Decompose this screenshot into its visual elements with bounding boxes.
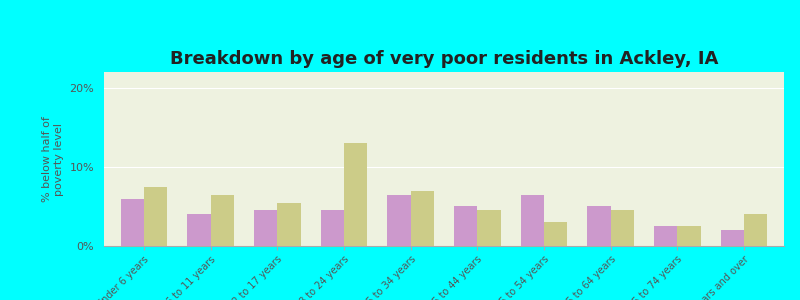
Bar	[187, 214, 210, 246]
Bar	[454, 206, 478, 246]
Bar	[210, 195, 234, 246]
Bar	[278, 202, 301, 246]
Bar	[521, 195, 544, 246]
Bar	[587, 206, 610, 246]
Y-axis label: % below half of
poverty level: % below half of poverty level	[42, 116, 64, 202]
Bar	[678, 226, 701, 246]
Bar	[744, 214, 767, 246]
Bar	[721, 230, 744, 246]
Bar	[544, 222, 567, 246]
Bar	[144, 187, 167, 246]
Bar	[387, 195, 410, 246]
Bar	[254, 210, 278, 246]
Bar	[654, 226, 678, 246]
Bar	[478, 210, 501, 246]
Bar	[610, 210, 634, 246]
Bar	[321, 210, 344, 246]
Bar	[344, 143, 367, 246]
Bar	[410, 190, 434, 246]
Bar	[121, 199, 144, 246]
Title: Breakdown by age of very poor residents in Ackley, IA: Breakdown by age of very poor residents …	[170, 50, 718, 68]
